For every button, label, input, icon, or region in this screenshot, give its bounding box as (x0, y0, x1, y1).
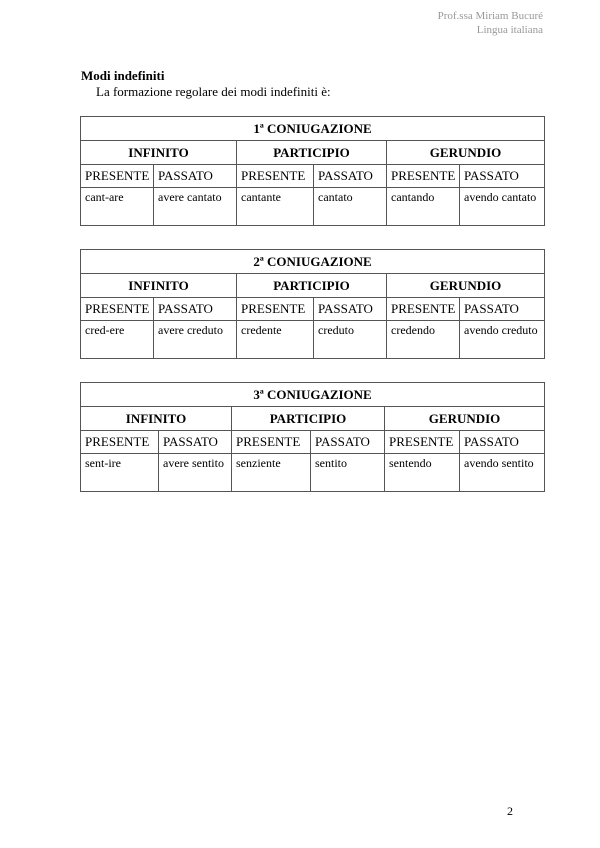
mood-header: INFINITO (80, 273, 237, 298)
tense-header: PASSATO (313, 297, 387, 321)
verb-form-cell: avendo cantato (458, 187, 546, 226)
tense-header: PRESENTE (80, 430, 159, 454)
verb-form-cell: cant-are (80, 187, 154, 226)
tense-header: PRESENTE (236, 297, 314, 321)
mood-header: PARTICIPIO (231, 406, 385, 431)
verb-form-cell: cantato (313, 187, 387, 226)
tense-header: PRESENTE (384, 430, 460, 454)
verb-form-cell: sentendo (384, 453, 460, 492)
tense-header: PRESENTE (386, 297, 460, 321)
table-row: cant-are avere cantato cantante cantato cant… (80, 187, 546, 226)
mood-header: PARTICIPIO (236, 140, 387, 165)
conjugation-table: 1ª CONIUGAZIONE INFINITO PARTICIPIO GERUNDI… (79, 116, 546, 226)
tense-header: PRESENTE (386, 164, 460, 188)
table-row: cred-ere avere creduto credente creduto cred… (80, 320, 546, 359)
tense-header: PRESENTE (80, 297, 154, 321)
tense-header: PASSATO (458, 430, 546, 454)
header-subject: Lingua italiana (476, 24, 543, 36)
verb-form-cell: credendo (386, 320, 460, 359)
tense-header: PRESENTE (80, 164, 154, 188)
table-row: sent-ire avere sentito senziente sentito sen… (80, 453, 546, 492)
mood-header: GERUNDIO (383, 406, 546, 431)
verb-form-cell: cantante (236, 187, 314, 226)
verb-form-cell: cred-ere (80, 320, 154, 359)
verb-form-cell: creduto (313, 320, 387, 359)
mood-header: INFINITO (80, 140, 237, 165)
verb-form-cell: avere cantato (153, 187, 237, 226)
table-title: 3ª CONIUGAZIONE (79, 382, 546, 407)
tense-header: PASSATO (153, 164, 237, 188)
tense-header: PRESENTE (236, 164, 314, 188)
verb-form-cell: avere creduto (153, 320, 237, 359)
conjugation-table: 3ª CONIUGAZIONE INFINITO PARTICIPIO GERUNDI… (79, 382, 546, 492)
tense-header: PASSATO (153, 297, 237, 321)
verb-form-cell: credente (236, 320, 314, 359)
tense-header: PASSATO (458, 297, 546, 321)
intro-text: La formazione regolare dei modi indefini… (96, 84, 331, 99)
tense-header: PASSATO (310, 430, 385, 454)
conjugation-table: 2ª CONIUGAZIONE INFINITO PARTICIPIO GERUNDI… (79, 249, 546, 359)
tense-header: PASSATO (313, 164, 387, 188)
verb-form-cell: sentito (310, 453, 385, 492)
verb-form-cell: avere sentito (158, 453, 232, 492)
page-header: Prof.ssa Miriam Bucuré Lingua italiana (438, 9, 543, 37)
section-title: Modi indefiniti (81, 68, 165, 83)
tense-header: PRESENTE (231, 430, 311, 454)
tense-header: PASSATO (458, 164, 546, 188)
verb-form-cell: sent-ire (80, 453, 159, 492)
verb-form-cell: cantando (386, 187, 460, 226)
mood-header: INFINITO (80, 406, 232, 431)
verb-form-cell: avendo creduto (458, 320, 546, 359)
page-number: 2 (507, 804, 513, 818)
verb-form-cell: avendo sentito (458, 453, 546, 492)
verb-form-cell: senziente (231, 453, 311, 492)
tense-header: PASSATO (158, 430, 232, 454)
mood-header: GERUNDIO (385, 273, 546, 298)
table-title: 1ª CONIUGAZIONE (79, 116, 546, 141)
header-author: Prof.ssa Miriam Bucuré (437, 10, 543, 22)
mood-header: GERUNDIO (385, 140, 546, 165)
table-title: 2ª CONIUGAZIONE (79, 249, 546, 274)
mood-header: PARTICIPIO (236, 273, 387, 298)
